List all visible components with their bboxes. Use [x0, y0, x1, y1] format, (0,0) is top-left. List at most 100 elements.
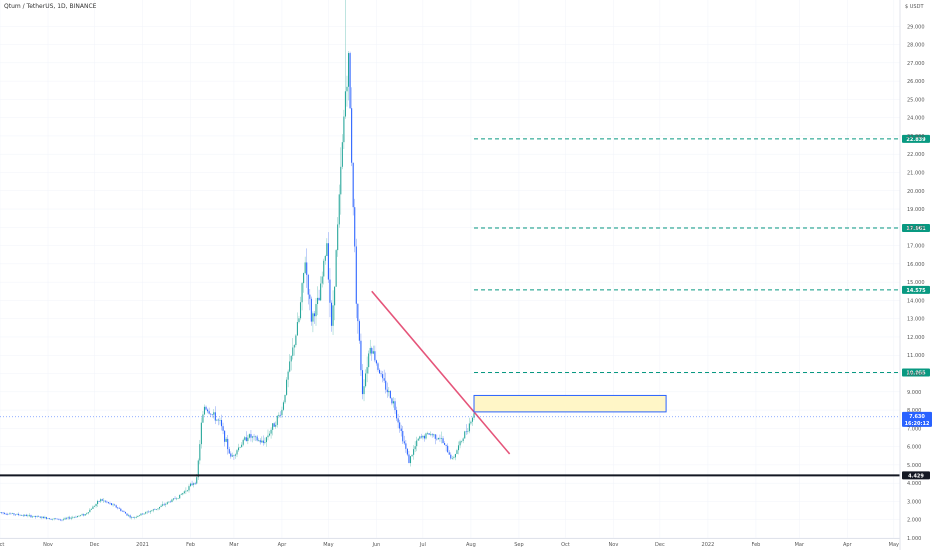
candle-body: [334, 286, 336, 306]
candle-body: [45, 517, 48, 519]
candle-body: [44, 517, 46, 519]
candle-body: [157, 508, 159, 510]
candle-body: [148, 511, 150, 513]
candle-body: [199, 444, 201, 461]
candle-body: [168, 501, 170, 503]
candle-body: [151, 510, 153, 512]
candle-body: [247, 437, 249, 442]
candle-body: [80, 515, 82, 516]
candle-body: [464, 431, 466, 439]
candle-body: [425, 433, 427, 439]
x-tick-label: Feb: [752, 542, 761, 548]
candle-body: [337, 224, 339, 251]
x-tick-label: Apr: [278, 542, 288, 548]
candle-body: [121, 510, 123, 512]
candle-body: [205, 406, 207, 410]
candle-body: [258, 440, 260, 441]
candle-body: [394, 401, 396, 411]
candle-body: [405, 443, 407, 449]
candle-body: [378, 369, 381, 374]
candle-body: [62, 519, 65, 520]
candle-body: [369, 347, 371, 354]
candle-body: [134, 517, 136, 518]
candle-body: [444, 443, 446, 445]
candle-body: [323, 260, 325, 277]
candle-body: [261, 440, 263, 443]
candle-body: [386, 389, 388, 393]
candle-body: [19, 514, 21, 516]
y-tick-label: 22.000: [907, 152, 925, 158]
candle-body: [402, 430, 404, 442]
candle-body: [380, 373, 382, 375]
candle-body: [436, 438, 438, 440]
support-price-badge: [902, 471, 930, 480]
level-price-badge: [902, 368, 930, 377]
candle-body: [326, 243, 328, 257]
candle-body: [396, 410, 398, 419]
candle-body: [385, 380, 387, 390]
y-tick-label: 18.000: [907, 225, 925, 231]
candle-body: [230, 453, 232, 457]
candle-body: [428, 433, 430, 435]
y-tick-label: 7.000: [907, 426, 921, 432]
candle-body: [422, 435, 424, 438]
candle-body: [389, 390, 391, 399]
candle-body: [24, 514, 26, 516]
candle-body: [262, 440, 264, 443]
x-tick-label: Dec: [655, 542, 665, 548]
candle-body: [377, 363, 379, 370]
candle-body: [343, 116, 345, 143]
candle-body: [193, 483, 195, 485]
level-price-label: 14.575: [906, 288, 926, 294]
candle-body: [295, 335, 297, 346]
candle-body: [38, 516, 40, 517]
candle-body: [21, 515, 23, 516]
candle-body: [399, 422, 401, 429]
candle-body: [423, 435, 425, 439]
candle-body: [290, 355, 292, 362]
candle-body: [233, 455, 235, 457]
candle-body: [183, 491, 185, 494]
candle-body: [118, 508, 120, 509]
candle-body: [419, 436, 421, 439]
candle-body: [457, 445, 460, 451]
candle-body: [347, 53, 350, 87]
candle-body: [251, 436, 254, 438]
candle-body: [341, 142, 343, 167]
candle-body: [120, 508, 122, 511]
candle-body: [89, 509, 91, 513]
candle-body: [267, 435, 269, 438]
candle-body: [374, 351, 376, 361]
candle-body: [231, 455, 233, 457]
candle-body: [417, 438, 419, 441]
y-tick-label: 26.000: [907, 79, 925, 85]
candle-body: [400, 428, 402, 431]
x-tick-label: Nov: [43, 542, 53, 548]
candle-body: [430, 434, 432, 435]
candle-body: [87, 512, 89, 514]
candle-body: [447, 445, 449, 453]
candle-body: [64, 518, 66, 520]
candle-body: [299, 302, 302, 319]
candle-body: [81, 514, 83, 516]
candle-body: [202, 414, 204, 423]
candle-body: [182, 493, 184, 495]
y-tick-label: 9.000: [907, 390, 921, 396]
annotations: 22.839 17.961 14.575 10.055 4.429 7.63016:20:…: [0, 134, 932, 480]
candle-body: [216, 419, 218, 421]
x-tick-label: Mar: [795, 542, 805, 548]
candle-body: [165, 503, 167, 505]
level-price-badge: [902, 224, 930, 233]
y-tick-label: 29.000: [907, 24, 925, 30]
candle-body: [4, 512, 6, 514]
candle-body: [166, 502, 168, 504]
candle-body: [1, 512, 3, 513]
candle-body: [106, 501, 108, 503]
y-tick-label: 14.000: [907, 298, 925, 304]
candle-body: [174, 498, 176, 500]
candle-body: [13, 513, 15, 515]
candle-body: [123, 511, 125, 513]
candle-body: [451, 458, 453, 459]
